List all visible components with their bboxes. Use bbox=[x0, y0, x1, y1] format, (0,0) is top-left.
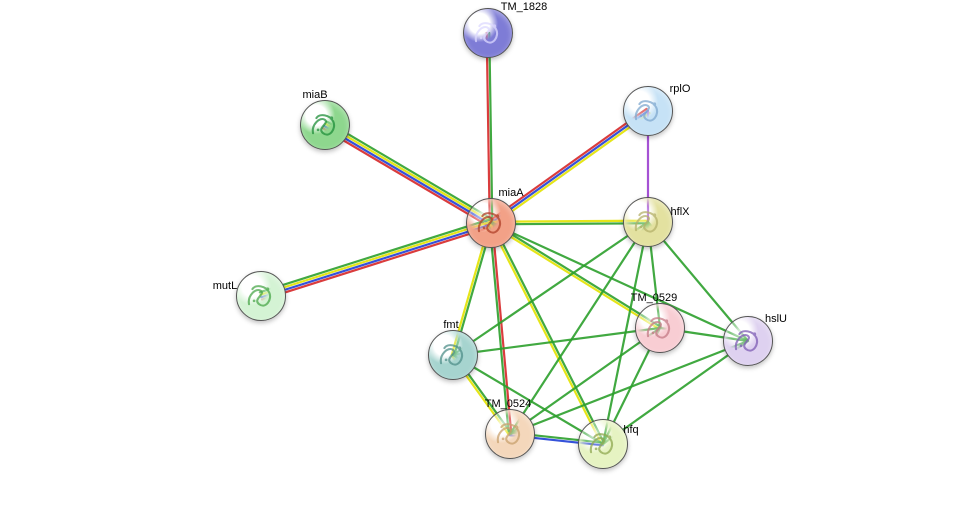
node-miaA[interactable] bbox=[466, 198, 516, 248]
node-hflX[interactable] bbox=[623, 197, 673, 247]
node-label-hflX: hflX bbox=[671, 206, 690, 218]
node-label-TM_1828: TM_1828 bbox=[501, 1, 547, 13]
network-canvas: miaA TM_1828 miaB rplO hflX mutL fmt TM_… bbox=[0, 0, 975, 512]
node-TM_0529[interactable] bbox=[635, 303, 685, 353]
node-hfq[interactable] bbox=[578, 419, 628, 469]
node-fmt[interactable] bbox=[428, 330, 478, 380]
node-hslU[interactable] bbox=[723, 316, 773, 366]
node-TM_1828[interactable] bbox=[463, 8, 513, 58]
node-rplO[interactable] bbox=[623, 86, 673, 136]
node-TM_0524[interactable] bbox=[485, 409, 535, 459]
node-label-TM_0529: TM_0529 bbox=[631, 292, 677, 304]
node-label-mutL: mutL bbox=[213, 280, 237, 292]
node-mutL[interactable] bbox=[236, 271, 286, 321]
node-label-rplO: rplO bbox=[670, 83, 691, 95]
node-label-hslU: hslU bbox=[765, 313, 787, 325]
node-miaB[interactable] bbox=[300, 100, 350, 150]
node-label-miaA: miaA bbox=[498, 187, 523, 199]
